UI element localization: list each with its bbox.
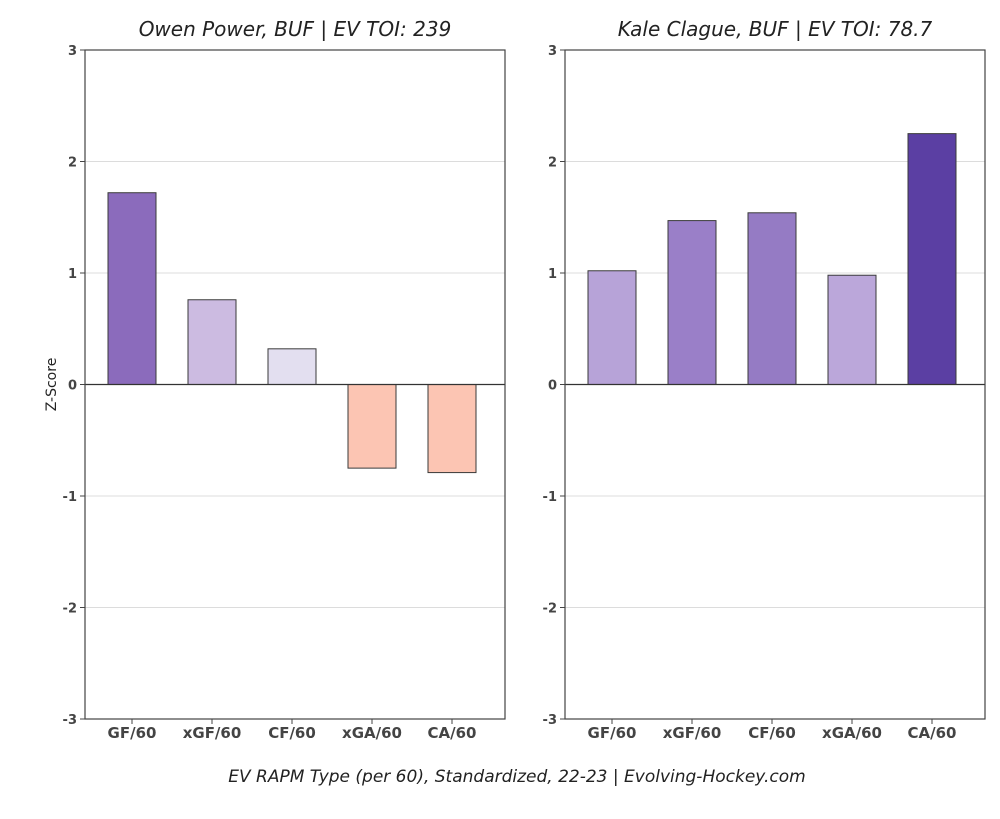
x-tick-label: xGA/60 <box>342 724 402 742</box>
y-axis-label: Z-Score <box>44 358 60 412</box>
bar-gf-per-60 <box>107 192 157 385</box>
x-tick-label: CF/60 <box>268 724 316 742</box>
y-tick-label: -1 <box>543 490 557 505</box>
y-tick-label: 1 <box>548 267 557 282</box>
bar-xgf-per-60 <box>667 220 717 385</box>
x-tick-label: GF/60 <box>108 724 157 742</box>
y-tick-label: 0 <box>68 379 77 394</box>
y-tick-label: -3 <box>63 713 77 728</box>
chart-title: Owen Power, BUF | EV TOI: 239 <box>139 17 452 41</box>
bar-gf-per-60 <box>587 270 637 385</box>
bar-cf-per-60 <box>747 212 797 385</box>
bar-ca-per-60 <box>427 384 477 474</box>
chart-panel-kale-clague: 3 2 1 0 -1 -2 -3 GF/60 xGF/60 CF/60 xGA/60 CA/60 Kal… <box>543 17 986 742</box>
y-tick-label: -3 <box>543 713 557 728</box>
x-tick-label: xGF/60 <box>183 724 242 742</box>
bar-cf-per-60 <box>267 348 317 386</box>
chart-panel-owen-power: 3 2 1 0 -1 -2 -3 GF/60 xGF/60 CF/60 xGA/60 CA/60 Owe… <box>44 17 506 742</box>
y-tick-label: -2 <box>543 602 557 617</box>
x-tick-label: GF/60 <box>588 724 637 742</box>
x-tick-label: xGF/60 <box>663 724 722 742</box>
y-tick-label: 3 <box>548 44 557 59</box>
y-tick-label: -1 <box>63 490 77 505</box>
x-tick-label: xGA/60 <box>822 724 882 742</box>
y-tick-label: 0 <box>548 379 557 394</box>
y-tick-label: 3 <box>68 44 77 59</box>
chart-title: Kale Clague, BUF | EV TOI: 78.7 <box>618 17 933 41</box>
y-tick-label: 1 <box>68 267 77 282</box>
bar-ca-per-60 <box>907 133 957 385</box>
y-tick-label: 2 <box>548 156 557 171</box>
x-tick-label: CF/60 <box>748 724 796 742</box>
bar-xgf-per-60 <box>187 299 237 386</box>
chart-footer: EV RAPM Type (per 60), Standardized, 22-… <box>228 767 805 787</box>
y-tick-label: -2 <box>63 602 77 617</box>
x-tick-label: CA/60 <box>908 724 957 742</box>
x-tick-label: CA/60 <box>428 724 477 742</box>
y-tick-label: 2 <box>68 156 77 171</box>
bar-xga-per-60 <box>347 384 397 469</box>
bar-xga-per-60 <box>827 274 877 386</box>
